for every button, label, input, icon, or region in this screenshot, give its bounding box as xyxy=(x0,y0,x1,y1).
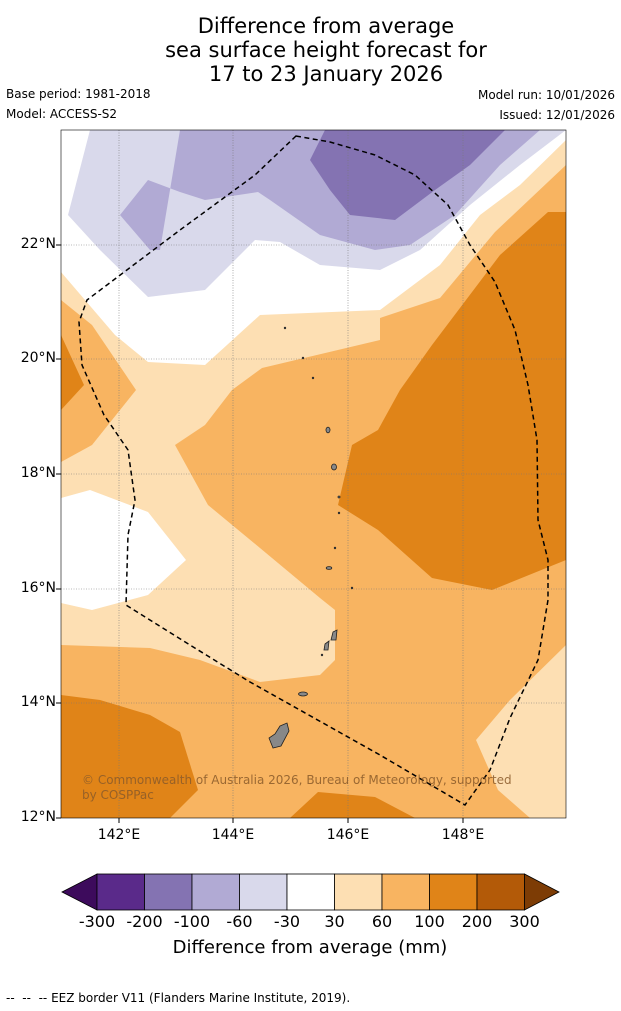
colorbar-bin xyxy=(334,873,383,911)
title-line-3: 17 to 23 January 2026 xyxy=(208,62,444,86)
fill-100-200-southwest xyxy=(61,695,198,818)
colorbar-bin xyxy=(144,873,193,911)
colorbar-tick-label: 100 xyxy=(414,912,445,931)
lon-tick-label: 142°E xyxy=(97,827,141,843)
lat-tick-label: 20°N xyxy=(20,350,56,366)
colorbar-bin xyxy=(429,873,478,911)
copyright-line-2: by COSPPac xyxy=(82,788,154,802)
fill-100-200-west xyxy=(61,335,84,410)
model-run: Model run: 10/01/2026 xyxy=(477,88,615,102)
fill-60-100-center xyxy=(61,165,566,818)
lat-tick-label: 22°N xyxy=(20,236,56,252)
title-line-1: Difference from average xyxy=(197,14,455,38)
lon-tick-label: 146°E xyxy=(326,827,370,843)
colorbar-bin xyxy=(381,873,430,911)
colorbar-extend-low xyxy=(61,873,98,911)
guam-island xyxy=(268,722,290,749)
base-period: Base period: 1981-2018 xyxy=(6,87,151,101)
fill-100-200-south xyxy=(290,792,415,818)
eez-legend: -- -- -- EEZ border V11 (Flanders Marine… xyxy=(6,991,350,1005)
lon-tick-label: 144°E xyxy=(211,827,255,843)
copyright-line-1: © Commonwealth of Australia 2026, Bureau… xyxy=(82,773,512,787)
colorbar-bin xyxy=(191,873,240,911)
lon-tick-label: 148°E xyxy=(441,827,485,843)
lat-tick-label: 12°N xyxy=(20,809,56,825)
eez-border xyxy=(78,135,549,806)
axis-ticks xyxy=(56,244,464,823)
colorbar-tick-label: -60 xyxy=(226,912,253,931)
fill-100-200-east xyxy=(338,212,566,590)
chart-title: Difference from average sea surface heig… xyxy=(0,14,621,86)
lat-tick-label: 18°N xyxy=(20,465,56,481)
colorbar xyxy=(61,873,560,911)
colorbar-tick-label: 300 xyxy=(509,912,540,931)
colorbar-tick-label: -300 xyxy=(78,912,116,931)
colorbar-bin xyxy=(286,873,335,911)
issued-date: Issued: 12/01/2026 xyxy=(499,108,615,122)
colorbar-tick-label: -200 xyxy=(126,912,163,931)
colorbar-tick-label: -100 xyxy=(173,912,211,931)
grid-lines xyxy=(61,130,566,818)
lat-tick-label: 16°N xyxy=(20,580,56,596)
colorbar-tick-label: 30 xyxy=(324,912,345,931)
eez-legend-dash: -- -- -- xyxy=(6,991,52,1005)
model-name: Model: ACCESS-S2 xyxy=(6,107,118,121)
colorbar-tick-label: -30 xyxy=(273,912,301,931)
title-line-2: sea surface height forecast for xyxy=(165,38,487,62)
colorbar-title: Difference from average (mm) xyxy=(172,937,448,958)
colorbar-tick-label: 200 xyxy=(461,912,493,931)
islands xyxy=(268,326,354,749)
colorbar-bin xyxy=(239,873,288,911)
fill-minus200-100 xyxy=(310,130,505,220)
colorbar-bin xyxy=(476,873,525,911)
colorbar-bin xyxy=(96,873,145,911)
colorbar-tick-label: 60 xyxy=(371,912,393,931)
eez-legend-text: EEZ border V11 (Flanders Marine Institut… xyxy=(51,991,351,1005)
fill-neutral-west xyxy=(61,490,186,610)
lat-tick-label: 14°N xyxy=(20,694,56,710)
colorbar-extend-high xyxy=(524,873,560,911)
